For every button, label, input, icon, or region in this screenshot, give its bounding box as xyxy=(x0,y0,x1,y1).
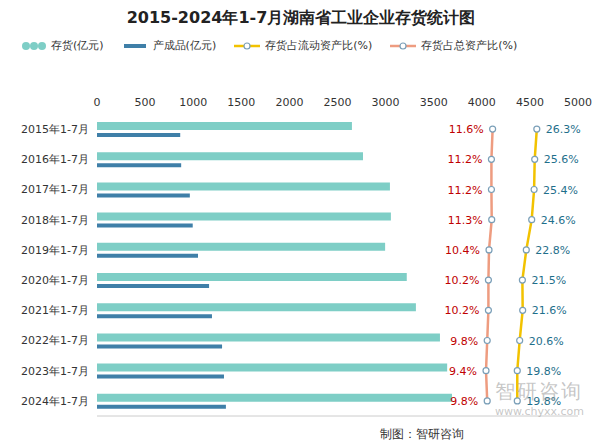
svg-text:1500: 1500 xyxy=(227,96,255,109)
svg-text:0: 0 xyxy=(94,96,101,109)
svg-text:11.3%: 11.3% xyxy=(448,214,483,227)
svg-text:2022年1-7月: 2022年1-7月 xyxy=(21,334,89,347)
svg-text:10.4%: 10.4% xyxy=(445,244,480,257)
svg-text:2000: 2000 xyxy=(275,96,303,109)
svg-text:2020年1-7月: 2020年1-7月 xyxy=(21,274,89,287)
svg-text:2021年1-7月: 2021年1-7月 xyxy=(21,304,89,317)
svg-text:11.6%: 11.6% xyxy=(449,123,484,136)
svg-text:20.6%: 20.6% xyxy=(529,335,564,348)
svg-text:19.8%: 19.8% xyxy=(526,365,561,378)
svg-text:21.6%: 21.6% xyxy=(532,304,567,317)
svg-text:4500: 4500 xyxy=(516,96,544,109)
svg-text:2018年1-7月: 2018年1-7月 xyxy=(21,214,89,227)
svg-text:1000: 1000 xyxy=(179,96,207,109)
svg-text:10.2%: 10.2% xyxy=(444,274,479,287)
svg-text:11.2%: 11.2% xyxy=(447,153,482,166)
svg-text:24.6%: 24.6% xyxy=(541,214,576,227)
svg-text:26.3%: 26.3% xyxy=(546,123,581,136)
svg-text:25.6%: 25.6% xyxy=(544,153,579,166)
svg-text:9.4%: 9.4% xyxy=(449,365,477,378)
svg-text:21.5%: 21.5% xyxy=(531,274,566,287)
svg-text:11.2%: 11.2% xyxy=(447,184,482,197)
svg-text:3500: 3500 xyxy=(420,96,448,109)
svg-text:22.8%: 22.8% xyxy=(535,244,570,257)
svg-text:25.4%: 25.4% xyxy=(543,184,578,197)
svg-text:500: 500 xyxy=(135,96,156,109)
svg-text:2500: 2500 xyxy=(324,96,352,109)
svg-text:4000: 4000 xyxy=(468,96,496,109)
svg-text:9.8%: 9.8% xyxy=(450,335,478,348)
svg-text:9.8%: 9.8% xyxy=(450,395,478,408)
svg-text:2015年1-7月: 2015年1-7月 xyxy=(21,123,89,136)
svg-text:2019年1-7月: 2019年1-7月 xyxy=(21,244,89,257)
svg-text:2017年1-7月: 2017年1-7月 xyxy=(21,183,89,196)
svg-text:10.2%: 10.2% xyxy=(444,304,479,317)
svg-text:2024年1-7月: 2024年1-7月 xyxy=(21,395,89,408)
svg-text:5000: 5000 xyxy=(564,96,592,109)
svg-text:19.8%: 19.8% xyxy=(526,395,561,408)
svg-text:2023年1-7月: 2023年1-7月 xyxy=(21,365,89,378)
svg-text:2016年1-7月: 2016年1-7月 xyxy=(21,153,89,166)
svg-text:3000: 3000 xyxy=(372,96,400,109)
